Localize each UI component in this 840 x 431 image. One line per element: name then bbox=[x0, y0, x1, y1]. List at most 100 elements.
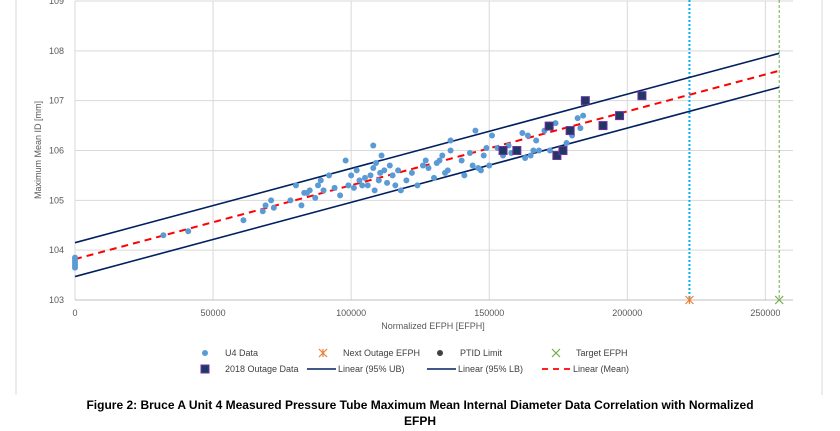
u4-data-point bbox=[522, 154, 529, 161]
x-tick-label: 100000 bbox=[336, 308, 366, 318]
u4-data-point bbox=[403, 177, 410, 184]
u4-data-point bbox=[298, 202, 305, 209]
marker-stroke bbox=[551, 348, 561, 358]
u4-data-point bbox=[524, 132, 531, 139]
u4-data-point bbox=[439, 152, 446, 159]
legend-label: Linear (Mean) bbox=[573, 364, 629, 374]
y-tick-label: 109 bbox=[49, 0, 64, 6]
u4-data-point bbox=[530, 147, 537, 154]
u4-data-point bbox=[580, 112, 587, 119]
u4-data-point bbox=[472, 127, 479, 134]
y-tick-label: 104 bbox=[49, 245, 64, 255]
legend-marker bbox=[318, 348, 328, 358]
outage-2018-point bbox=[544, 121, 554, 131]
u4-data-point bbox=[375, 177, 382, 184]
u4-data-point bbox=[348, 172, 355, 179]
u4-data-point bbox=[331, 184, 338, 191]
u4-data-point bbox=[326, 172, 333, 179]
u4-data-point bbox=[337, 192, 344, 199]
u4-data-point bbox=[306, 187, 313, 194]
legend-label: PTID Limit bbox=[460, 348, 503, 358]
u4-data-point bbox=[535, 147, 542, 154]
u4-data-point bbox=[533, 137, 540, 144]
u4-data-point bbox=[466, 149, 473, 156]
x-tick-label: 0 bbox=[72, 308, 77, 318]
u4-data-point bbox=[389, 172, 396, 179]
u4-data-point bbox=[72, 254, 78, 261]
u4-data-point bbox=[444, 167, 451, 174]
u4-data-point bbox=[312, 194, 319, 201]
u4-data-point bbox=[480, 152, 487, 159]
legend-marker bbox=[202, 350, 208, 356]
y-tick-label: 107 bbox=[49, 96, 64, 106]
trendline-bound bbox=[74, 52, 780, 244]
u4-data-point bbox=[386, 162, 393, 169]
target-marker bbox=[774, 295, 784, 305]
u4-data-point bbox=[458, 157, 465, 164]
legend-label: 2018 Outage Data bbox=[225, 364, 299, 374]
u4-data-point bbox=[395, 167, 402, 174]
u4-data-point bbox=[488, 132, 495, 139]
u4-data-point bbox=[320, 187, 327, 194]
u4-data-point bbox=[361, 174, 368, 181]
u4-data-point bbox=[315, 182, 322, 189]
u4-data-point bbox=[371, 187, 378, 194]
u4-data-point bbox=[384, 179, 391, 186]
u4-data-point bbox=[422, 157, 429, 164]
u4-data-point bbox=[317, 177, 324, 184]
legend-label: Target EFPH bbox=[576, 348, 628, 358]
legend-label: U4 Data bbox=[225, 348, 258, 358]
legend-label: Next Outage EFPH bbox=[343, 348, 420, 358]
outage-2018-point bbox=[615, 111, 625, 121]
caption-line-1: Figure 2: Bruce A Unit 4 Measured Pressu… bbox=[86, 398, 754, 412]
y-axis-label: Maximum Mean ID [mm] bbox=[33, 101, 43, 199]
u4-data-point bbox=[350, 184, 357, 191]
u4-data-point bbox=[373, 159, 380, 166]
u4-data-point bbox=[353, 167, 360, 174]
u4-data-point bbox=[370, 142, 377, 149]
u4-data-point bbox=[469, 162, 476, 169]
u4-data-point bbox=[552, 120, 559, 127]
u4-data-point bbox=[262, 202, 269, 209]
u4-data-point bbox=[436, 157, 443, 164]
marker-stroke bbox=[774, 295, 784, 305]
caption-line-2: EFPH bbox=[403, 414, 436, 428]
y-tick-label: 106 bbox=[49, 146, 64, 156]
u4-data-point bbox=[574, 115, 581, 122]
u4-data-point bbox=[392, 182, 399, 189]
u4-data-point bbox=[345, 182, 352, 189]
u4-data-point bbox=[447, 137, 454, 144]
u4-data-point bbox=[364, 182, 371, 189]
u4-data-point bbox=[414, 182, 421, 189]
y-tick-label: 108 bbox=[49, 46, 64, 56]
u4-data-point bbox=[546, 147, 553, 154]
u4-data-point bbox=[185, 228, 192, 235]
u4-data-point bbox=[483, 145, 490, 152]
outage-2018-point bbox=[498, 146, 508, 155]
outage-2018-point bbox=[552, 150, 562, 160]
u4-data-point bbox=[519, 130, 526, 137]
x-tick-label: 250000 bbox=[750, 308, 780, 318]
x-tick-label: 200000 bbox=[612, 308, 642, 318]
u4-data-point bbox=[447, 147, 454, 154]
u4-data-point bbox=[359, 182, 366, 189]
u4-data-point bbox=[367, 172, 374, 179]
outage-2018-point bbox=[637, 91, 647, 101]
u4-data-point bbox=[370, 164, 377, 171]
u4-data-point bbox=[431, 174, 437, 181]
legend: U4 Data Next Outage EFPH PTID Limit Target … bbox=[200, 348, 629, 374]
trendline-bound bbox=[74, 86, 780, 278]
u4-data-point bbox=[477, 167, 484, 174]
legend-marker bbox=[437, 350, 443, 356]
x-tick-label: 150000 bbox=[474, 308, 504, 318]
u4-data-point bbox=[292, 182, 299, 189]
legend-marker bbox=[200, 364, 210, 374]
u4-data-point bbox=[408, 169, 415, 176]
x-axis-label: Normalized EFPH [EFPH] bbox=[381, 321, 485, 331]
u4-data-point bbox=[381, 167, 388, 174]
u4-data-point bbox=[461, 172, 468, 179]
u4-data-point bbox=[160, 232, 167, 239]
u4-data-point bbox=[287, 197, 294, 204]
legend-label: Linear (95% UB) bbox=[338, 364, 405, 374]
u4-data-point bbox=[356, 177, 363, 184]
